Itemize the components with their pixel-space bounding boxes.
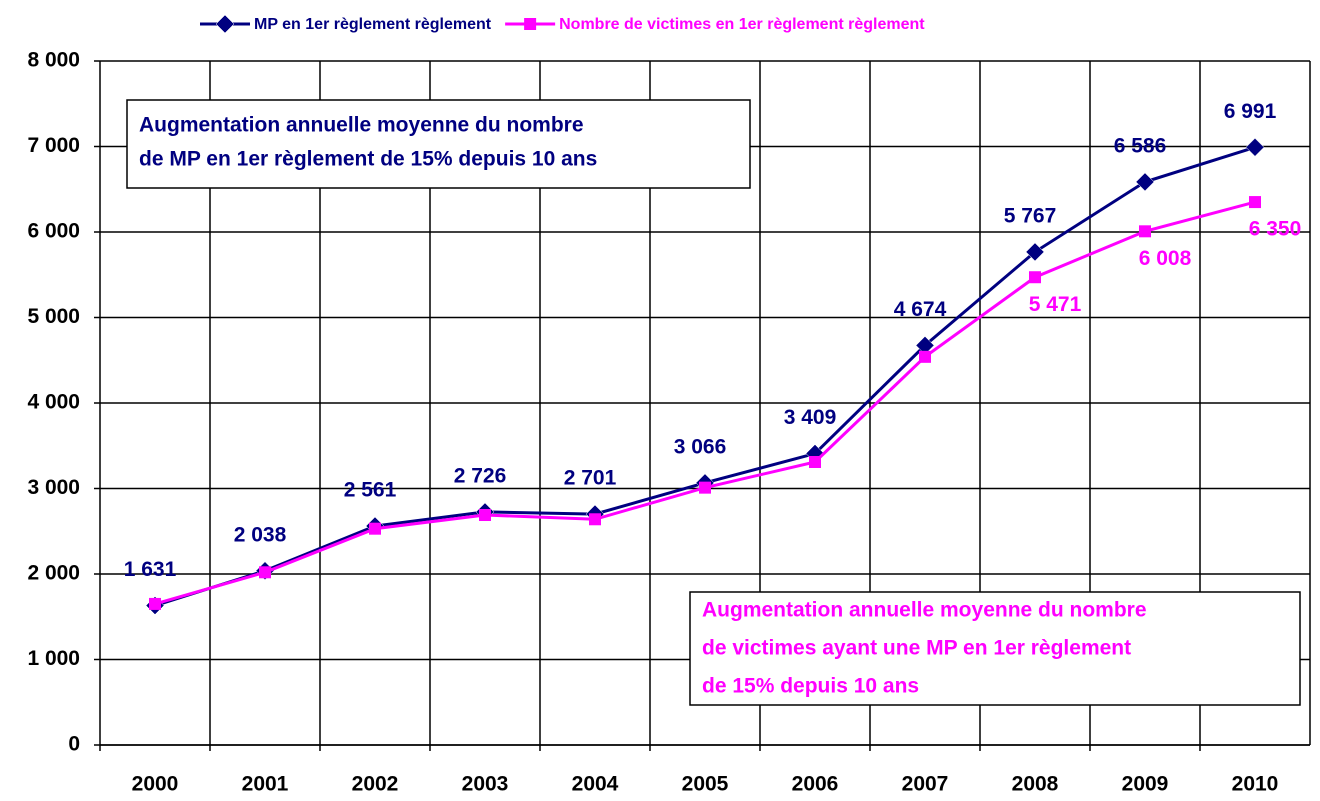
data-label: 6 991 [1224, 100, 1277, 123]
x-tick-label: 2002 [352, 773, 399, 796]
marker [259, 566, 271, 579]
x-tick-label: 2007 [902, 773, 949, 796]
x-tick-label: 2003 [462, 773, 509, 796]
y-tick-label: 0 [68, 733, 80, 756]
data-label: 1 631 [124, 558, 177, 581]
x-tick-label: 2009 [1122, 773, 1169, 796]
y-tick-label: 7 000 [27, 134, 80, 157]
marker [479, 509, 491, 522]
annotation-box [689, 591, 1301, 706]
marker [1029, 271, 1041, 284]
marker [1249, 196, 1261, 209]
data-label: 5 471 [1029, 293, 1082, 316]
y-tick-label: 6 000 [27, 220, 80, 243]
data-label: 6 586 [1114, 134, 1167, 157]
annotation-text: de 15% depuis 10 ans [702, 675, 919, 698]
marker [1135, 172, 1155, 192]
annotation-text: Augmentation annuelle moyenne du nombre [139, 114, 584, 137]
data-label: 2 561 [344, 479, 397, 502]
data-label: 2 726 [454, 464, 507, 487]
x-tick-label: 2006 [792, 773, 839, 796]
y-tick-label: 1 000 [27, 647, 80, 670]
marker [809, 455, 821, 468]
annotation-text: de MP en 1er règlement de 15% depuis 10 … [139, 148, 597, 171]
annotation-text: de victimes ayant une MP en 1er règlemen… [702, 637, 1131, 660]
marker [149, 597, 161, 610]
marker [699, 481, 711, 494]
data-label: 2 701 [564, 467, 617, 490]
marker [919, 350, 931, 363]
x-tick-label: 2000 [132, 773, 179, 796]
annotation-box [126, 99, 751, 189]
x-tick-label: 2004 [572, 773, 619, 796]
y-tick-label: 3 000 [27, 476, 80, 499]
x-tick-label: 2005 [682, 773, 729, 796]
marker [589, 513, 601, 526]
legend-label: MP en 1er règlement règlement [254, 16, 492, 33]
y-tick-label: 8 000 [27, 49, 80, 72]
marker [1025, 242, 1045, 262]
x-tick-label: 2008 [1012, 773, 1059, 796]
data-label: 5 767 [1004, 204, 1057, 227]
data-label: 6 008 [1139, 247, 1192, 270]
marker [1245, 137, 1265, 157]
legend-label: Nombre de victimes en 1er règlement règl… [559, 16, 925, 33]
data-label: 2 038 [234, 523, 287, 546]
data-label: 4 674 [894, 298, 947, 321]
marker [1139, 225, 1151, 238]
marker [369, 522, 381, 535]
marker [215, 14, 235, 34]
annotation-text: Augmentation annuelle moyenne du nombre [702, 599, 1147, 622]
data-label: 3 066 [674, 435, 727, 458]
y-tick-label: 2 000 [27, 562, 80, 585]
x-tick-label: 2001 [242, 773, 289, 796]
x-tick-label: 2010 [1232, 773, 1279, 796]
data-label: 6 350 [1249, 218, 1302, 241]
marker [524, 18, 537, 30]
data-label: 3 409 [784, 406, 837, 429]
y-tick-label: 5 000 [27, 305, 80, 328]
y-tick-label: 4 000 [27, 391, 80, 414]
